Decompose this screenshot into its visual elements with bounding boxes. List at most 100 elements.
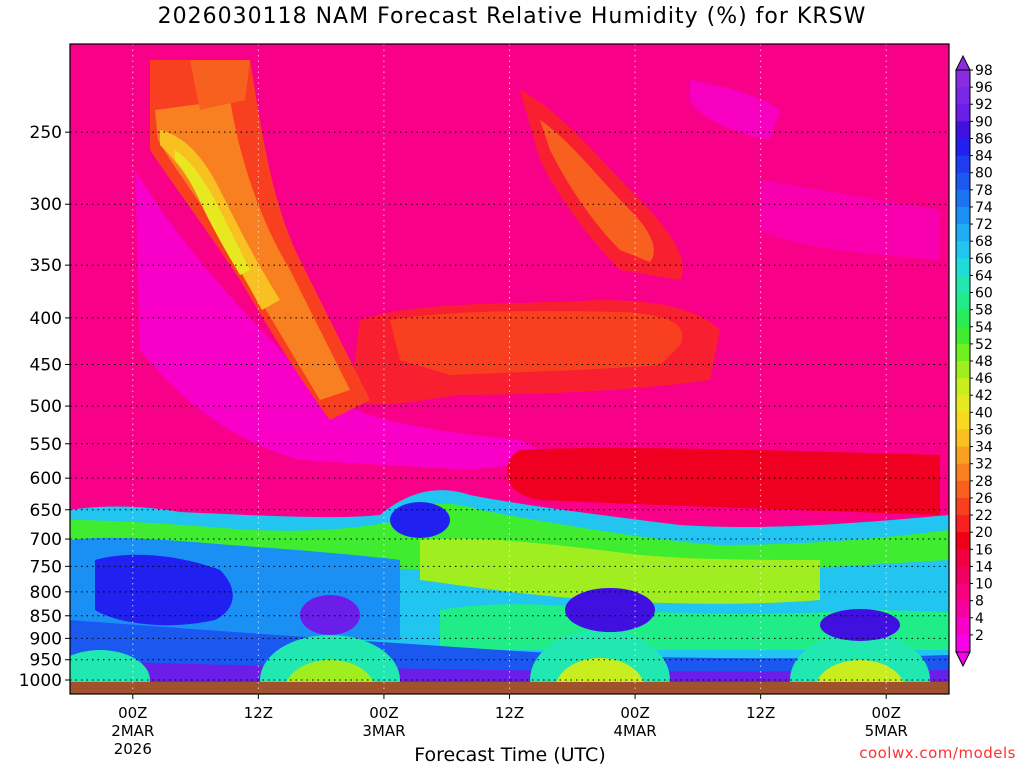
- y-tick-label: 350: [30, 256, 62, 276]
- y-tick-label: 400: [30, 309, 62, 329]
- colorbar-label: 14: [975, 559, 993, 575]
- colorbar-bottom-arrow: [955, 651, 971, 668]
- colorbar-swatch: [956, 480, 970, 499]
- colorbar-label: 32: [975, 457, 993, 473]
- colorbar-label: 2: [975, 628, 984, 644]
- colorbar-swatch: [956, 446, 970, 465]
- colorbar-swatch: [956, 292, 970, 311]
- y-tick-label: 500: [30, 397, 62, 417]
- colorbar-swatch: [956, 378, 970, 396]
- colorbar-label: 28: [975, 474, 993, 490]
- colorbar-label: 66: [975, 251, 993, 267]
- colorbar-label: 60: [975, 286, 993, 302]
- moist-boundary-layer: [420, 538, 820, 604]
- colorbar-label: 46: [975, 371, 993, 387]
- colorbar-swatch: [956, 566, 970, 585]
- x-tick-label: 3MAR: [362, 722, 405, 740]
- colorbar-label: 52: [975, 337, 993, 353]
- colorbar-swatch: [956, 189, 970, 208]
- colorbar-swatch: [956, 532, 970, 550]
- colorbar-label: 80: [975, 166, 993, 182]
- colorbar-label: 10: [975, 577, 993, 593]
- colorbar-swatch: [956, 463, 970, 482]
- colorbar-swatch: [956, 429, 970, 448]
- colorbar-label: 96: [975, 80, 993, 96]
- red-band-600: [506, 447, 940, 515]
- colorbar-swatch: [956, 155, 970, 174]
- colorbar: 9896929086848078747268666460585452484642…: [955, 54, 993, 668]
- x-tick-label: 2026: [114, 740, 152, 758]
- y-tick-label: 750: [30, 557, 62, 577]
- colorbar-label: 78: [975, 183, 993, 199]
- y-tick-label: 800: [30, 583, 62, 603]
- x-tick-label: 12Z: [244, 704, 273, 722]
- colorbar-label: 16: [975, 542, 993, 558]
- x-tick-label: 4MAR: [613, 722, 656, 740]
- colorbar-label: 98: [975, 63, 993, 79]
- x-tick-label: 2MAR: [111, 722, 154, 740]
- y-tick-label: 650: [30, 501, 62, 521]
- colorbar-swatch: [956, 515, 970, 533]
- x-tick-label: 5MAR: [865, 722, 908, 740]
- x-tick-label: 00Z: [872, 704, 901, 722]
- colorbar-label: 26: [975, 491, 993, 507]
- y-tick-label: 250: [30, 123, 62, 143]
- colorbar-label: 40: [975, 405, 993, 421]
- saturated-pocket: [820, 609, 900, 641]
- x-tick-label: 00Z: [118, 704, 147, 722]
- saturated-pocket: [565, 588, 655, 632]
- y-tick-label: 900: [30, 629, 62, 649]
- y-tick-label: 1000: [19, 671, 62, 691]
- x-tick-label: 12Z: [495, 704, 524, 722]
- saturated-pocket: [390, 502, 450, 538]
- colorbar-label: 22: [975, 508, 993, 524]
- x-tick-label: 00Z: [620, 704, 649, 722]
- upper-moist-plume: [175, 150, 250, 275]
- colorbar-label: 92: [975, 97, 993, 113]
- colorbar-swatch: [956, 224, 970, 242]
- colorbar-swatch: [956, 634, 970, 653]
- y-tick-label: 700: [30, 530, 62, 550]
- colorbar-label: 64: [975, 268, 993, 284]
- y-tick-label: 850: [30, 607, 62, 627]
- very-dry-region: [135, 170, 560, 470]
- colorbar-label: 34: [975, 440, 993, 456]
- colorbar-label: 8: [975, 594, 984, 610]
- upper-moist-plume: [190, 60, 250, 110]
- colorbar-swatch: [956, 309, 970, 328]
- colorbar-label: 4: [975, 611, 984, 627]
- colorbar-swatch: [956, 121, 970, 139]
- colorbar-label: 68: [975, 234, 993, 250]
- moist-boundary-layer: [95, 554, 233, 626]
- colorbar-swatch: [956, 70, 970, 88]
- colorbar-swatch: [956, 617, 970, 636]
- chart-title: 2026030118 NAM Forecast Relative Humidit…: [157, 4, 867, 29]
- colorbar-label: 74: [975, 200, 993, 216]
- very-dry-region: [690, 80, 780, 140]
- colorbar-swatch: [956, 172, 970, 191]
- x-tick-label: 00Z: [369, 704, 398, 722]
- colorbar-swatch: [956, 258, 970, 276]
- colorbar-swatch: [956, 326, 970, 345]
- y-tick-label: 950: [30, 651, 62, 671]
- colorbar-swatch: [956, 497, 970, 516]
- colorbar-swatch: [956, 138, 970, 157]
- colorbar-label: 58: [975, 303, 993, 319]
- colorbar-swatch: [956, 206, 970, 225]
- colorbar-label: 90: [975, 114, 993, 130]
- colorbar-label: 42: [975, 388, 993, 404]
- credit-link[interactable]: coolwx.com/models: [859, 744, 1016, 762]
- colorbar-swatch: [956, 104, 970, 122]
- colorbar-label: 86: [975, 131, 993, 147]
- colorbar-swatch: [956, 549, 970, 567]
- very-dry-region: [760, 180, 940, 260]
- y-tick-label: 550: [30, 435, 62, 455]
- saturated-pocket: [300, 595, 360, 635]
- colorbar-swatch: [956, 412, 970, 430]
- moist-mid-band: [540, 120, 654, 262]
- colorbar-label: 48: [975, 354, 993, 370]
- colorbar-swatch: [956, 241, 970, 259]
- y-tick-label: 450: [30, 355, 62, 375]
